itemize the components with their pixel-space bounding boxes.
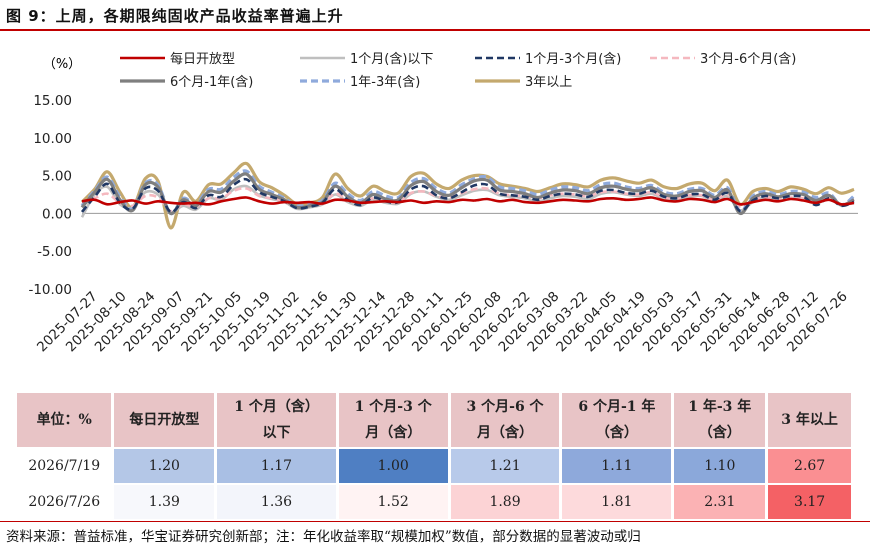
header-line: 1 年-3 年: [688, 399, 752, 415]
header-line: 3 年以上: [781, 412, 838, 428]
legend-label: 1个月-3个月(含): [525, 51, 621, 67]
row-date-label: 2026/7/19: [17, 449, 112, 483]
y-tick-label: 5.00: [42, 169, 72, 185]
header-line: （含）: [698, 425, 741, 441]
header-line: 单位：%: [36, 412, 92, 428]
y-tick-label: -5.00: [37, 244, 72, 260]
table-cell: 3.17: [768, 485, 851, 519]
table-header-row: 单位：% 每日开放型 1 个月（含） 以下 1 个月-3 个月（含） 3 个月-6 个月（…: [17, 393, 851, 447]
legend-label: 1个月(含)以下: [350, 51, 433, 67]
table-header-cell: 每日开放型: [114, 393, 215, 447]
table-header-cell: 1 年-3 年 （含）: [674, 393, 766, 447]
figure-title: 图 9：上周，各期限纯固收产品收益率普遍上升: [6, 7, 344, 25]
header-line: 每日开放型: [129, 412, 200, 428]
x-axis-ticks: 2025-07-272025-08-102025-08-242025-09-07…: [34, 289, 851, 356]
header-line: 1 个月-3 个: [354, 399, 432, 415]
table-cell: 1.36: [217, 485, 336, 519]
series-line: [81, 186, 855, 213]
table-body: 2026/7/19 1.20 1.17 1.00 1.21 1.11 1.10 2.67 202…: [17, 449, 851, 519]
y-tick-label: 0.00: [42, 206, 72, 222]
y-axis-ticks: 15.00 10.00 5.00 0.00 -5.00 -10.00: [28, 93, 72, 298]
table-header-cell: 6 个月-1 年 （含）: [562, 393, 672, 447]
series-line: [80, 169, 856, 216]
chart-series: [80, 161, 856, 230]
header-line: 3 个月-6 个: [466, 399, 544, 415]
header-line: 6 个月-1 年: [578, 399, 656, 415]
series-line: [81, 177, 855, 214]
legend-label: 3年以上: [525, 75, 572, 90]
header-line: （含）: [595, 425, 638, 441]
series-line: [80, 172, 855, 216]
table-header-cell: 1 个月（含） 以下: [217, 393, 336, 447]
header-line: 以下: [262, 425, 291, 441]
table-cell: 1.21: [450, 449, 560, 483]
table-cell: 1.11: [562, 449, 672, 483]
y-tick-label: 10.00: [33, 131, 72, 147]
header-line: 1 个月（含）: [234, 399, 319, 415]
table-header-cell: 1 个月-3 个月（含）: [338, 393, 448, 447]
table-cell: 1.39: [114, 485, 215, 519]
legend-label: 6个月-1年(含): [170, 74, 253, 90]
series-line: [80, 161, 855, 230]
table-cell: 1.20: [114, 449, 215, 483]
row-date-label: 2026/7/26: [17, 485, 112, 519]
y-tick-label: 15.00: [33, 93, 72, 109]
y-axis-label: （%）: [43, 57, 81, 72]
header-line: 月（含）: [365, 425, 422, 441]
table-cell: 1.00: [338, 449, 448, 483]
legend-label: 每日开放型: [170, 51, 235, 67]
table-header-cell: 3 个月-6 个月（含）: [450, 393, 560, 447]
table-cell: 1.10: [674, 449, 766, 483]
table-cell: 1.52: [338, 485, 448, 519]
chart-legend: 每日开放型 1个月(含)以下 1个月-3个月(含) 3个月-6个月(含) 6个月-1年(…: [120, 51, 796, 90]
table-cell: 2.67: [768, 449, 851, 483]
legend-label: 3个月-6个月(含): [700, 51, 796, 67]
legend-label: 1年-3年(含): [350, 74, 420, 90]
line-chart: 每日开放型 1个月(含)以下 1个月-3个月(含) 3个月-6个月(含) 6个月-1年(…: [28, 51, 858, 356]
y-tick-label: -10.00: [28, 282, 72, 298]
series-line: [81, 196, 855, 206]
header-line: 月（含）: [477, 425, 534, 441]
source-rule: [0, 521, 870, 522]
table-header-cell: 3 年以上: [768, 393, 851, 447]
table-header-cell: 单位：%: [17, 393, 112, 447]
table-cell: 2.31: [674, 485, 766, 519]
table-cell: 1.81: [562, 485, 672, 519]
yield-table: 单位：% 每日开放型 1 个月（含） 以下 1 个月-3 个月（含） 3 个月-6 个月（…: [14, 391, 854, 521]
table-row: 2026/7/19 1.20 1.17 1.00 1.21 1.11 1.10 2.67: [17, 449, 851, 483]
table-cell: 1.89: [450, 485, 560, 519]
table-row: 2026/7/26 1.39 1.36 1.52 1.89 1.81 2.31 3.17: [17, 485, 851, 519]
table-cell: 1.17: [217, 449, 336, 483]
source-note: 资料来源：普益标准，华宝证券研究创新部；注：年化收益率取“规模加权”数值，部分数…: [6, 529, 641, 545]
title-rule: [0, 29, 870, 31]
